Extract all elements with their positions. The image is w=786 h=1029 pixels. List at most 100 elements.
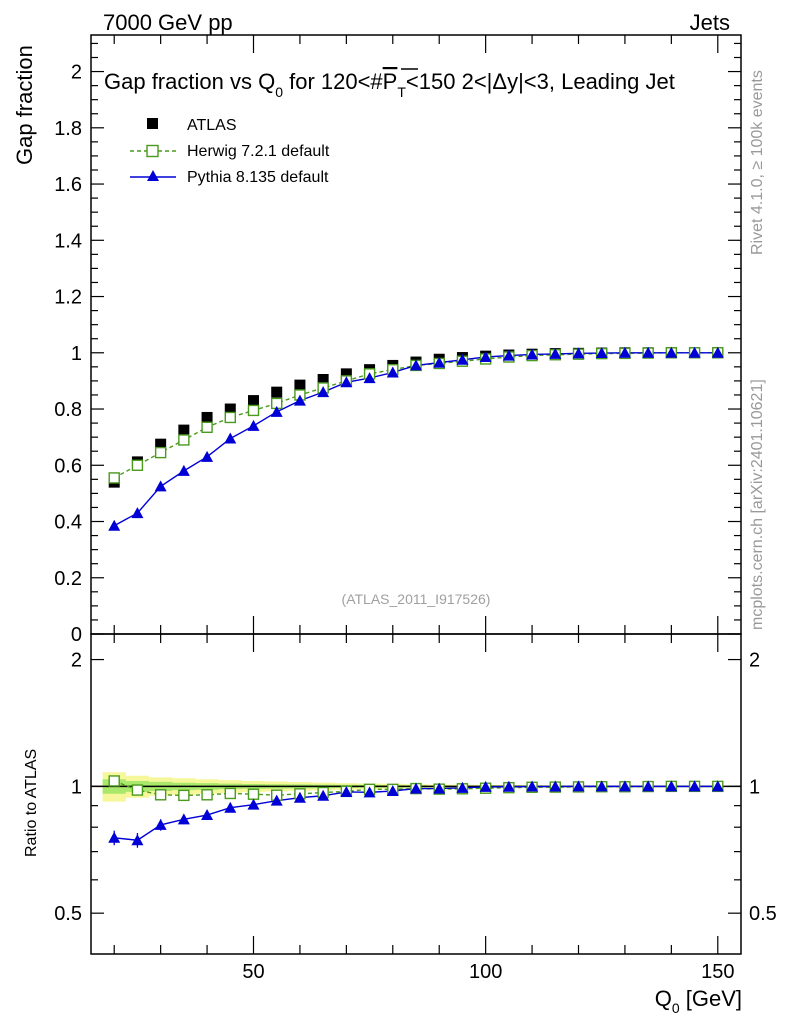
atlas-point [224, 403, 236, 415]
ratio-herwig-point [131, 784, 144, 796]
ratio-pythia-point [410, 782, 422, 794]
pythia-point [526, 348, 539, 360]
pythia-point [154, 480, 167, 492]
ratio-x-tick-label: 100 [469, 961, 502, 983]
ratio-pythia-point [154, 818, 167, 830]
header-right: Jets [690, 10, 730, 35]
pythia-point [363, 372, 376, 384]
x-axis-title-unit: [GeV] [680, 986, 742, 1011]
header-left: 7000 GeV pp [103, 10, 233, 35]
pythia-point [108, 519, 121, 531]
analysis-watermark: (ATLAS_2011_I917526) [342, 591, 491, 607]
plot-title-main: Gap fraction vs Q [104, 69, 275, 94]
pythia-point [433, 356, 446, 368]
ratio-pythia-point [502, 780, 515, 792]
pythia-point [665, 346, 678, 358]
ratio-pythia-point [201, 809, 214, 821]
ratio-pythia-point [642, 780, 655, 792]
pythia-point [688, 346, 701, 358]
ratio-pythia-point [688, 780, 701, 792]
atlas-point [340, 368, 352, 380]
ratio-y-tick-label-right: 0.5 [749, 903, 777, 925]
ratio-ylabel: Ratio to ATLAS [23, 749, 40, 857]
ratio-pythia-point [340, 785, 353, 797]
pythia-point [131, 507, 144, 519]
plot-title-pt: P [383, 69, 398, 94]
legend-herwig-label: Herwig 7.2.1 default [187, 143, 330, 160]
main-y-tick-label: 1.6 [54, 174, 82, 196]
ratio-y-tick-label-left: 0.5 [54, 903, 82, 925]
pythia-point [456, 353, 469, 365]
herwig-point [154, 446, 167, 459]
ratio-pythia-point [711, 780, 724, 792]
ratio-pythia-point [479, 780, 492, 792]
mcplots-label: mcplots.cern.ch [arXiv:2401.10621] [749, 379, 766, 630]
main-y-tick-label: 0.8 [54, 399, 82, 421]
pythia-point [386, 366, 399, 378]
x-axis-title-sub: 0 [672, 1000, 680, 1016]
atlas-point [178, 424, 190, 436]
main-y-tick-label: 1 [71, 343, 82, 365]
main-y-tick-label: 0.4 [54, 512, 82, 534]
main-axis-ticks [91, 35, 741, 635]
ratio-pythia-point [177, 813, 190, 825]
pythia-point [410, 359, 422, 371]
legend: ATLAS Herwig 7.2.1 default Pythia 8.135 … [130, 117, 330, 186]
plot-title: Gap fraction vs Q0 for 120<#PT<150 2<|Δy… [104, 69, 675, 100]
main-y-tick-label: 0.2 [54, 568, 82, 590]
pythia-point [549, 347, 562, 359]
main-y-tick-label: 1.2 [54, 287, 82, 309]
ratio-pythia-point [317, 789, 330, 801]
ratio-tick-labels: 0.5 0.5 1 1 2 2 50 100 150 [54, 650, 777, 983]
ratio-herwig-point [224, 787, 236, 800]
ratio-herwig-point [154, 789, 167, 801]
pythia-point [502, 349, 515, 361]
pythia-point [270, 405, 283, 417]
ratio-x-tick-label: 150 [701, 961, 734, 983]
ratio-pythia-point [224, 801, 237, 813]
ratio-pythia-point [293, 791, 306, 803]
ratio-pythia-point [526, 780, 539, 792]
pythia-point [177, 464, 190, 476]
atlas-point [155, 438, 167, 450]
pythia-point [595, 347, 608, 359]
atlas-point [271, 386, 283, 398]
herwig-point [131, 459, 144, 471]
ratio-y-tick-label-right: 1 [749, 776, 760, 798]
ratio-pythia-point [247, 798, 260, 810]
ratio-herwig-point [108, 775, 120, 787]
ratio-pythia-point [270, 794, 283, 806]
x-axis-title: Q0 [GeV] [655, 986, 742, 1016]
legend-herwig-marker [146, 144, 159, 158]
plot-title-end: <150 2<|Δy|<3, Leading Jet [406, 69, 675, 94]
pythia-point [618, 346, 631, 358]
herwig-point [178, 434, 190, 446]
legend-pythia-label: Pythia 8.135 default [187, 169, 329, 186]
pythia-point [293, 394, 306, 406]
main-y-tick-label: 1.4 [54, 230, 82, 252]
main-y-tick-label: 1.8 [54, 118, 82, 140]
pythia-line [113, 352, 718, 527]
pythia-point [224, 432, 237, 444]
pythia-point [479, 350, 492, 362]
herwig-point [201, 421, 213, 434]
ratio-pythia-point [108, 831, 121, 843]
ratio-herwig-point [247, 788, 260, 800]
rivet-label: Rivet 4.1.0, ≥ 100k events [749, 70, 766, 255]
atlas-point [317, 373, 329, 385]
ratio-y-tick-label-left: 2 [71, 650, 82, 672]
plot-title-rest: for 120<# [283, 69, 383, 94]
atlas-point [294, 379, 306, 391]
ratio-pythia-point [433, 782, 446, 794]
pythia-point [201, 450, 214, 462]
ratio-pythia-point [618, 780, 631, 792]
pythia-point [572, 347, 585, 359]
ratio-series [108, 775, 724, 848]
ratio-herwig-point [201, 789, 213, 801]
ratio-pythia-point [131, 834, 144, 846]
plot-title-pt-sub: T [397, 84, 406, 100]
ratio-pythia-point [595, 780, 608, 792]
pythia-point [642, 346, 655, 358]
legend-atlas-label: ATLAS [187, 117, 237, 134]
pythia-point [317, 386, 330, 398]
